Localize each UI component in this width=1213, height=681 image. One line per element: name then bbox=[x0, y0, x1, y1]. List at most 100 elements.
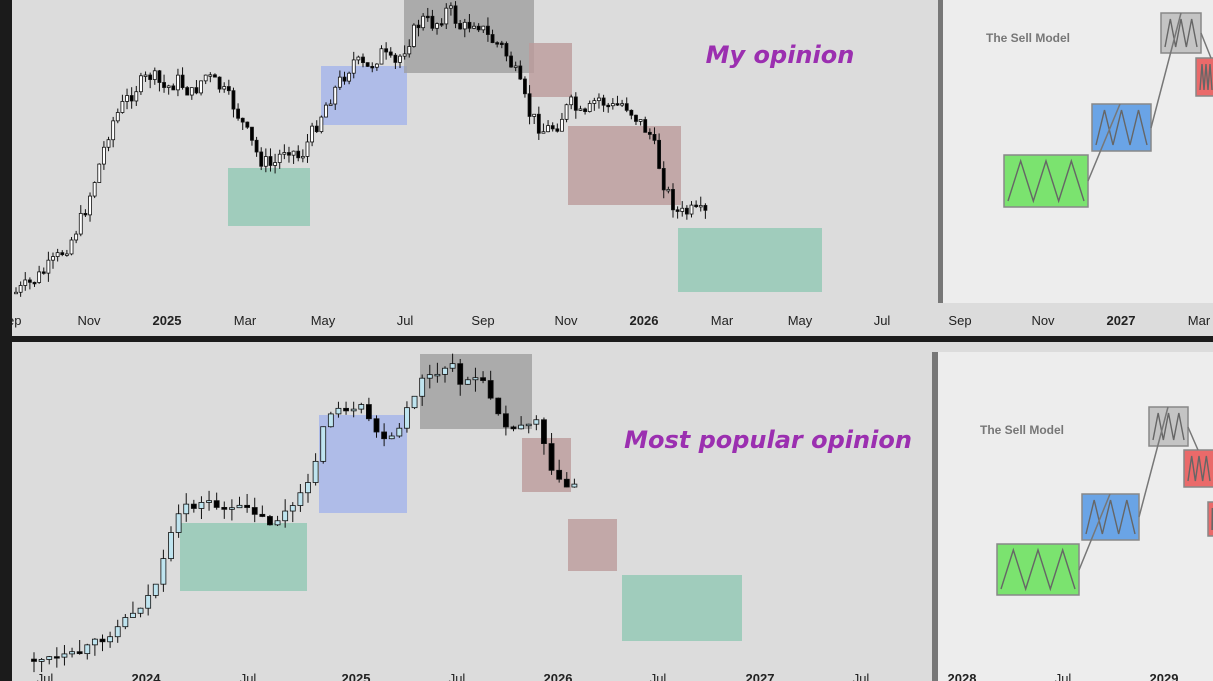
candle-body bbox=[130, 612, 136, 618]
time-axis bbox=[12, 303, 1213, 336]
candle-body bbox=[64, 253, 69, 256]
candle-body bbox=[27, 279, 32, 283]
candle-body bbox=[194, 87, 199, 94]
tick-label-year: 2024 bbox=[132, 671, 162, 681]
candle-body bbox=[282, 152, 287, 155]
candle-body bbox=[46, 656, 53, 660]
candle-body bbox=[122, 617, 129, 628]
candle-body bbox=[351, 59, 356, 74]
candle-body bbox=[698, 205, 703, 208]
candle-body bbox=[41, 271, 46, 274]
candle-body bbox=[495, 42, 500, 45]
sell-model-box bbox=[1207, 501, 1213, 537]
candle-body bbox=[629, 109, 634, 116]
candle-body bbox=[373, 418, 380, 433]
sell-model-connector bbox=[1187, 426, 1199, 451]
candle-body bbox=[277, 153, 282, 163]
candle-body bbox=[97, 163, 102, 183]
candle-body bbox=[536, 113, 541, 134]
candle-body bbox=[175, 513, 182, 533]
candle-body bbox=[370, 66, 375, 69]
candle-body bbox=[337, 76, 342, 88]
candle-body bbox=[152, 583, 159, 596]
candle-body bbox=[171, 85, 176, 91]
candle-body bbox=[300, 156, 305, 159]
candle-body bbox=[106, 139, 111, 148]
candle-body bbox=[657, 139, 662, 169]
tick-label: Jul bbox=[240, 671, 257, 681]
candle-body bbox=[137, 607, 144, 614]
bottom-chart-panel: Most popular opinion The Sell Model Jul … bbox=[12, 342, 1213, 681]
candle-body bbox=[402, 53, 407, 57]
sell-model-zigzag bbox=[1152, 412, 1185, 441]
candle-body bbox=[267, 516, 273, 526]
zone-markup bbox=[319, 415, 407, 513]
candle-body bbox=[592, 100, 597, 104]
candle-body bbox=[694, 204, 699, 207]
candle-body bbox=[425, 15, 430, 19]
candle-body bbox=[689, 204, 694, 215]
candle-body bbox=[548, 443, 555, 471]
candle-body bbox=[213, 74, 217, 78]
candle-body bbox=[457, 363, 464, 385]
candle-body bbox=[462, 21, 467, 30]
candle-body bbox=[333, 86, 338, 105]
sell-model-zigzag bbox=[1000, 547, 1076, 592]
tick-label: May bbox=[788, 313, 813, 328]
sell-model-connector bbox=[1087, 103, 1121, 182]
candle-body bbox=[541, 419, 547, 444]
sell-model-box bbox=[1148, 406, 1189, 447]
tick-label: Jul bbox=[874, 313, 891, 328]
tick-label: Jul bbox=[853, 671, 870, 681]
sell-model-zigzag bbox=[1199, 63, 1213, 91]
sell-model-box bbox=[996, 543, 1080, 596]
candle-body bbox=[518, 424, 525, 430]
candle-body bbox=[458, 23, 463, 30]
inset-divider bbox=[932, 352, 938, 681]
candle-body bbox=[620, 103, 624, 106]
candle-body bbox=[426, 374, 433, 379]
tick-label: Sep bbox=[948, 313, 971, 328]
tick-label: Nov bbox=[1031, 313, 1055, 328]
candle-body bbox=[449, 363, 456, 369]
candle-body bbox=[518, 65, 523, 80]
candle-body bbox=[358, 404, 365, 410]
candle-body bbox=[160, 558, 167, 585]
candle-body bbox=[419, 377, 426, 397]
candle-body bbox=[624, 103, 629, 111]
tick-label-year: 2027 bbox=[1107, 313, 1136, 328]
candle-body bbox=[38, 659, 45, 662]
candle-body bbox=[342, 76, 347, 82]
candle-body bbox=[14, 291, 18, 295]
candle-body bbox=[597, 97, 601, 102]
candle-body bbox=[476, 25, 481, 31]
candle-body bbox=[606, 104, 611, 108]
candle-body bbox=[143, 74, 148, 77]
sell-model-title: The Sell Model bbox=[986, 31, 1070, 45]
tick-label: Jul bbox=[650, 671, 667, 681]
candle-body bbox=[442, 367, 448, 375]
candle-body bbox=[546, 125, 550, 133]
top-chart: My opinion The Sell Model ep Nov 2025 Ma… bbox=[12, 0, 1213, 336]
candle-body bbox=[407, 46, 412, 55]
zone-distribution bbox=[420, 354, 532, 429]
candle-body bbox=[510, 426, 517, 430]
candle-body bbox=[23, 279, 28, 286]
tick-label: Jul bbox=[37, 671, 54, 681]
candle-body bbox=[55, 252, 60, 257]
zone-accumulation bbox=[228, 168, 310, 226]
candle-body bbox=[76, 651, 83, 655]
sell-model-connector bbox=[1078, 493, 1111, 571]
tick-label: Jul bbox=[449, 671, 466, 681]
sell-model-zigzag bbox=[1007, 158, 1085, 204]
candle-body bbox=[287, 152, 291, 156]
candle-body bbox=[231, 90, 236, 110]
candle-body bbox=[111, 120, 116, 141]
candle-body bbox=[502, 413, 509, 428]
candle-body bbox=[487, 380, 494, 399]
candle-body bbox=[273, 162, 277, 166]
candle-body bbox=[183, 503, 190, 515]
candle-body bbox=[198, 502, 205, 509]
tick-label-year: 2025 bbox=[153, 313, 182, 328]
zone-redistribution bbox=[529, 43, 572, 97]
